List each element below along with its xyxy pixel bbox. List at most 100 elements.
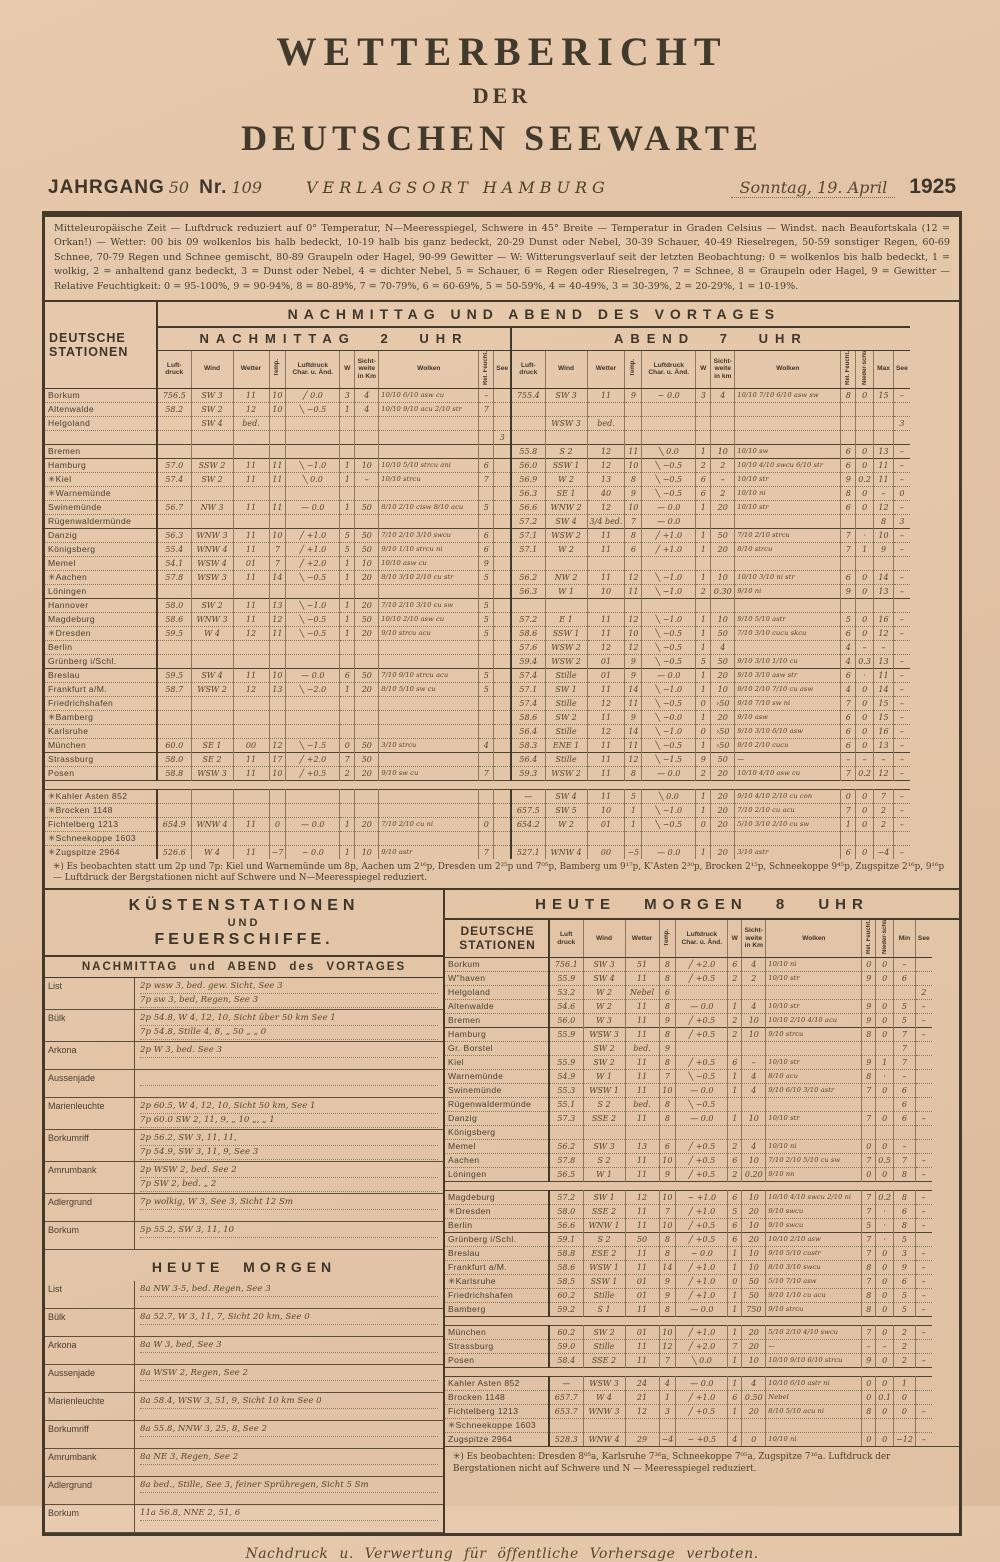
data-cell: 2 xyxy=(893,1339,916,1354)
data-cell: 11 xyxy=(232,817,269,832)
data-cell: 11 xyxy=(624,1069,659,1084)
station-row: Königsberg 55.4 WNW 4 11 7 ╱ +1.0 5 50 9/10 1/10… xyxy=(45,542,910,557)
spacer-cell xyxy=(45,780,910,789)
data-cell: 56.4 xyxy=(510,724,546,739)
data-cell: 526.6 xyxy=(156,845,191,859)
data-cell: 54.6 xyxy=(548,999,583,1014)
data-cell xyxy=(695,514,711,529)
data-cell xyxy=(741,985,766,1000)
column-header: See xyxy=(892,350,910,389)
data-cell: 2 xyxy=(695,766,711,781)
data-cell: 6 xyxy=(893,971,916,986)
data-cell xyxy=(855,416,874,431)
data-cell: 3 xyxy=(892,416,910,431)
station-row: Borkum 756.5 SW 3 11 10 ╱ 0.0 3 4 10/10 6/10 asw… xyxy=(45,388,910,403)
data-cell: – xyxy=(892,584,910,599)
data-cell: 9/10 astr xyxy=(378,845,479,859)
data-cell: 9 xyxy=(658,1167,676,1182)
data-cell: 5 xyxy=(478,570,494,585)
data-cell xyxy=(478,444,494,459)
data-cell xyxy=(285,789,340,804)
data-cell: 56.0 xyxy=(510,458,546,473)
data-cell: 50 xyxy=(354,528,379,543)
station-name: Danzig xyxy=(445,1111,550,1126)
data-cell: – xyxy=(892,472,910,487)
data-cell: 11 xyxy=(624,1027,659,1042)
data-cell: — 0.0 xyxy=(641,514,696,529)
data-cell: 8 xyxy=(658,1027,676,1042)
data-cell: 0.1 xyxy=(875,1390,894,1405)
data-cell: 9/10 3/10 1/10 cu xyxy=(734,654,841,669)
station-row: Grünberg i/Schl. 59.4 WSW 2 01 9 ╲ −0.5 5 50 9/1… xyxy=(45,654,910,669)
data-cell: 10/10 ni xyxy=(765,957,862,972)
data-cell: ╱ +0.5 xyxy=(675,1218,728,1233)
data-cell: 7 xyxy=(861,1190,876,1205)
data-cell: – xyxy=(914,999,932,1014)
data-cell xyxy=(586,402,625,417)
data-cell: 8 xyxy=(840,486,856,501)
data-cell: 6 xyxy=(840,710,856,725)
data-cell: 1 xyxy=(339,845,355,859)
morning-weather-table: DEUTSCHE STATIONEN Luft druck Wind Wetter Te… xyxy=(445,920,932,1446)
coast-station-name: Arkona xyxy=(45,1042,135,1070)
data-cell xyxy=(232,803,269,818)
data-cell: – xyxy=(914,1027,932,1042)
station-row: ✳Schneekoppe 1603 xyxy=(445,1418,932,1433)
data-cell: 7 xyxy=(658,1204,676,1219)
data-cell xyxy=(493,612,512,627)
data-cell: 1 xyxy=(727,1069,742,1084)
data-cell: 58.6 xyxy=(548,1260,583,1275)
station-name: Königsberg xyxy=(445,1125,550,1140)
data-cell xyxy=(232,486,269,501)
data-cell: ╲ −1.0 xyxy=(641,570,696,585)
data-cell: 528.3 xyxy=(548,1432,583,1446)
coast-station-name: Adlergrund xyxy=(45,1194,135,1222)
data-cell: 12 xyxy=(624,752,642,767)
weather-report-page: WETTERBERICHT DER DEUTSCHEN SEEWARTE JAH… xyxy=(42,29,962,1562)
data-cell: 11 xyxy=(268,472,286,487)
data-cell: SSW 1 xyxy=(582,1274,625,1289)
station-row: Rügenwaldermünde 55.1 S 2 bed. 8 ╲ −0.5 6 xyxy=(445,1097,932,1112)
data-cell xyxy=(354,696,379,711)
data-cell: ╱ +1.0 xyxy=(641,528,696,543)
data-cell xyxy=(914,1041,932,1056)
data-cell: 3/10 astr xyxy=(734,845,841,859)
data-cell: ╱ +0.5 xyxy=(675,1027,728,1042)
data-cell xyxy=(893,1418,916,1433)
coast-title-line2: UND xyxy=(227,917,261,930)
data-cell: – xyxy=(892,668,910,683)
data-cell: 1 xyxy=(727,1325,742,1340)
data-cell xyxy=(339,584,355,599)
station-name: ✳Brocken 1148 xyxy=(45,803,158,818)
station-name: ✳Dresden xyxy=(445,1204,550,1219)
data-cell: 6 xyxy=(478,458,494,473)
data-cell xyxy=(493,682,512,697)
data-cell xyxy=(378,710,479,725)
data-cell: 0 xyxy=(855,738,874,753)
data-cell xyxy=(914,957,932,972)
data-cell: — 0.0 xyxy=(285,668,340,683)
data-cell: 7 xyxy=(478,766,494,781)
data-cell: 7/10 2/10 strcu xyxy=(734,528,841,543)
data-cell: 20 xyxy=(741,1404,766,1419)
data-cell: 0.30 xyxy=(710,584,735,599)
data-cell: 6 xyxy=(658,985,676,1000)
station-row: Breslau 58.8 ESE 2 11 8 ∼ 0.0 1 10 9/10 5/10 cus… xyxy=(445,1246,932,1261)
data-cell: 11 xyxy=(232,570,269,585)
station-name: Grünberg i/Schl. xyxy=(45,654,158,669)
data-cell: 00 xyxy=(232,738,269,753)
data-cell: 7 xyxy=(873,789,894,804)
data-cell: 10 xyxy=(710,682,735,697)
data-cell xyxy=(339,486,355,501)
data-cell: 58.4 xyxy=(548,1353,583,1368)
data-cell: Stille xyxy=(544,668,588,683)
column-header: See xyxy=(493,350,512,389)
data-cell xyxy=(727,1418,742,1433)
data-cell: 9 xyxy=(624,668,642,683)
station-name: Bremen xyxy=(45,444,158,459)
data-cell xyxy=(624,556,642,571)
data-cell: 9/10 swcu xyxy=(765,1218,862,1233)
data-cell xyxy=(493,500,512,515)
data-cell: ╱ +2.0 xyxy=(285,556,340,571)
